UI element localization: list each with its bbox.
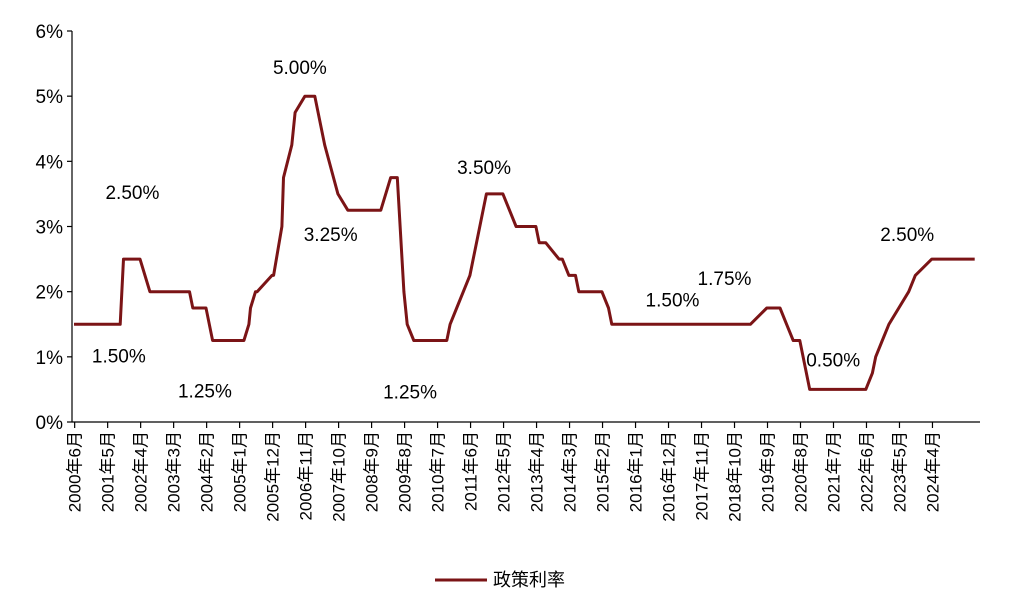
series-layer	[74, 94, 975, 391]
data-label: 1.50%	[646, 290, 700, 311]
annotations-layer: 1.50% 2.50% 1.25% 5.00% 3.25% 1.25% 3.50% 1.50%…	[92, 58, 934, 403]
x-tick-label: 2009年8月	[396, 431, 415, 512]
data-label: 2.50%	[880, 225, 934, 246]
x-tick-label: 2014年3月	[561, 431, 580, 512]
data-label: 5.00%	[273, 58, 327, 79]
x-tick-label: 2016年12月	[660, 431, 679, 522]
x-tick-label: 2013年4月	[528, 431, 547, 512]
data-label: 3.50%	[457, 158, 511, 179]
y-tick-label: 6%	[36, 22, 64, 43]
x-tick-label: 2024年4月	[923, 431, 942, 512]
y-tick-label: 2%	[36, 283, 64, 304]
data-label: 2.50%	[105, 183, 159, 204]
x-tick-label: 2004年2月	[198, 431, 217, 512]
y-tick-label: 3%	[36, 218, 64, 239]
x-tick-label: 2017年11月	[693, 431, 712, 520]
legend-label: 政策利率	[493, 570, 565, 590]
y-tick-label: 1%	[36, 348, 64, 369]
y-axis: 0% 1% 2% 3% 4% 5% 6%	[36, 22, 73, 434]
x-tick-label: 2021年7月	[824, 431, 843, 512]
x-tick-label: 2016年1月	[627, 431, 646, 512]
x-tick-label: 2000年6月	[66, 431, 85, 512]
x-tick-label: 2006年11月	[297, 431, 316, 520]
x-tick-label: 2023年5月	[890, 431, 909, 512]
legend: 政策利率	[435, 570, 565, 590]
data-label: 0.50%	[806, 350, 860, 371]
series-line	[74, 94, 975, 391]
x-axis: 2000年6月 2001年5月 2002年4月 2003年3月 2004年2月 2005年…	[66, 421, 980, 522]
x-tick-label: 2005年1月	[231, 431, 250, 512]
x-tick-label: 2008年9月	[363, 431, 382, 512]
x-tick-label: 2022年6月	[857, 431, 876, 512]
data-label: 3.25%	[304, 225, 358, 246]
data-label: 1.75%	[698, 269, 752, 290]
x-tick-label: 2020年8月	[791, 431, 810, 512]
x-tick-label: 2010年7月	[429, 431, 448, 512]
x-tick-label: 2007年10月	[330, 431, 349, 522]
x-tick-label: 2001年5月	[99, 431, 118, 512]
x-tick-label: 2002年4月	[132, 431, 151, 512]
data-label: 1.25%	[383, 383, 437, 404]
x-tick-label: 2005年12月	[264, 431, 283, 522]
y-tick-label: 0%	[36, 413, 64, 434]
x-tick-label: 2018年10月	[726, 431, 745, 522]
x-tick-label: 2003年3月	[165, 431, 184, 512]
x-tick-label: 2012年5月	[495, 431, 514, 512]
data-label: 1.50%	[92, 346, 146, 367]
data-label: 1.25%	[178, 382, 232, 403]
x-tick-label: 2011年6月	[462, 431, 481, 511]
y-tick-label: 4%	[36, 152, 64, 173]
x-tick-label: 2019年9月	[759, 431, 778, 512]
x-tick-label: 2015年2月	[594, 431, 613, 512]
y-tick-label: 5%	[36, 87, 64, 108]
